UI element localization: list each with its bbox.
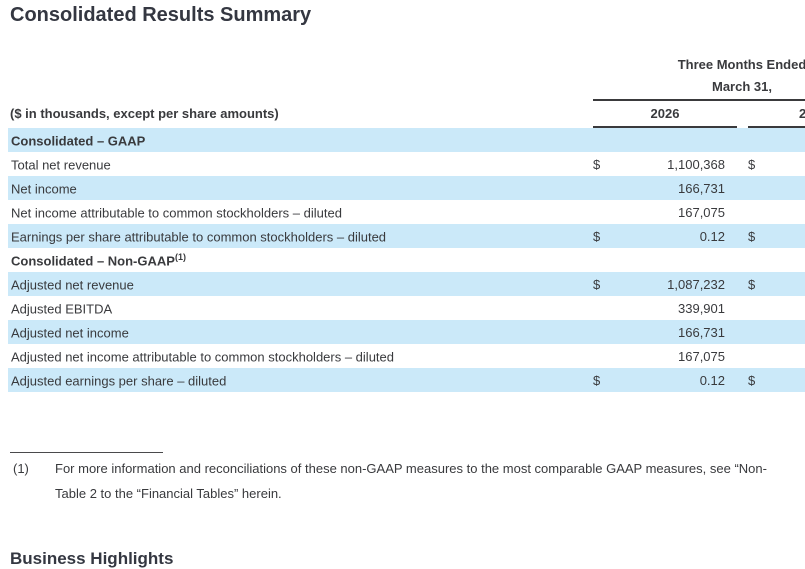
column-year-2026: 2026 (650, 106, 680, 121)
row-label-text: Total net revenue (11, 157, 111, 173)
footnote-text-line1: For more information and reconciliations… (55, 461, 767, 476)
row-label: Adjusted net income attributable to comm… (8, 348, 593, 364)
row-value: 166,731 (678, 180, 725, 196)
row-label-text: Net income attributable to common stockh… (11, 205, 342, 221)
row-label-text: Adjusted net income attributable to comm… (11, 349, 394, 365)
row-label-sup: (1) (174, 251, 186, 262)
footnote-text-line2: Table 2 to the “Financial Tables” herein… (55, 486, 282, 501)
row-value: 167,075 (678, 348, 725, 364)
row-dollar-left: $ (593, 228, 601, 244)
row-value: 1,087,232 (667, 276, 725, 292)
table-row: Net income 166,731 (8, 176, 805, 200)
row-label-text: Consolidated – Non-GAAP (11, 253, 175, 269)
row-label-text: Net income (11, 181, 77, 197)
row-dollar-left: $ (593, 372, 601, 388)
column-year-2-partial: 2 (799, 106, 805, 121)
row-label-text: Adjusted EBITDA (11, 301, 113, 317)
row-label-text: Adjusted net revenue (11, 277, 134, 293)
row-dollar-right: $ (748, 372, 756, 388)
row-label: Adjusted net income (8, 324, 593, 340)
year2-underline (748, 126, 805, 128)
page-title: Consolidated Results Summary (10, 4, 312, 26)
row-label: Adjusted earnings per share – diluted (8, 372, 593, 388)
next-section-heading-clipped: Business Highlights (10, 549, 174, 568)
row-value: 1,100,368 (667, 156, 725, 172)
row-value: 166,731 (678, 324, 725, 340)
table-row: Adjusted earnings per share – diluted $ … (8, 368, 805, 392)
row-label: Adjusted net revenue (8, 276, 593, 292)
row-value: 0.12 (699, 372, 725, 388)
row-label: Earnings per share attributable to commo… (8, 228, 593, 244)
year1-underline (593, 126, 737, 128)
row-label: Adjusted EBITDA (8, 300, 593, 316)
row-dollar-right: $ (748, 228, 756, 244)
row-value: 167,075 (678, 204, 725, 220)
results-table: Consolidated – GAAP Total net revenue $ … (8, 128, 805, 392)
table-row: Adjusted EBITDA 339,901 (8, 296, 805, 320)
row-label-text: Adjusted net income (11, 325, 129, 341)
row-label: Net income attributable to common stockh… (8, 204, 593, 220)
row-dollar-right: $ (748, 276, 756, 292)
row-label: Consolidated – GAAP (8, 132, 593, 148)
row-label: Total net revenue (8, 156, 593, 172)
period-header-line2: March 31, (712, 79, 772, 94)
period-underline (593, 99, 805, 101)
row-value: 339,901 (678, 300, 725, 316)
table-row: Total net revenue $ 1,100,368 $ (8, 152, 805, 176)
row-label-text: Consolidated – GAAP (11, 133, 146, 149)
row-label-text: Adjusted earnings per share – diluted (11, 373, 227, 389)
row-label-text: Earnings per share attributable to commo… (11, 229, 387, 245)
table-row: Adjusted net income attributable to comm… (8, 344, 805, 368)
row-label: Net income (8, 180, 593, 196)
period-header-line1: Three Months Ended (677, 57, 805, 72)
table-row: Consolidated – GAAP (8, 128, 805, 152)
table-row: Adjusted net income 166,731 (8, 320, 805, 344)
footnote-marker: (1) (13, 461, 29, 476)
row-dollar-right: $ (748, 156, 756, 172)
row-dollar-left: $ (593, 276, 601, 292)
footnote-divider (10, 452, 163, 453)
table-row: Earnings per share attributable to commo… (8, 224, 805, 248)
row-dollar-left: $ (593, 156, 601, 172)
table-row: Net income attributable to common stockh… (8, 200, 805, 224)
table-caption: ($ in thousands, except per share amount… (10, 106, 279, 121)
table-row: Adjusted net revenue $ 1,087,232 $ (8, 272, 805, 296)
row-label: Consolidated – Non-GAAP(1) (8, 252, 593, 268)
row-value: 0.12 (699, 228, 725, 244)
table-row: Consolidated – Non-GAAP(1) (8, 248, 805, 272)
